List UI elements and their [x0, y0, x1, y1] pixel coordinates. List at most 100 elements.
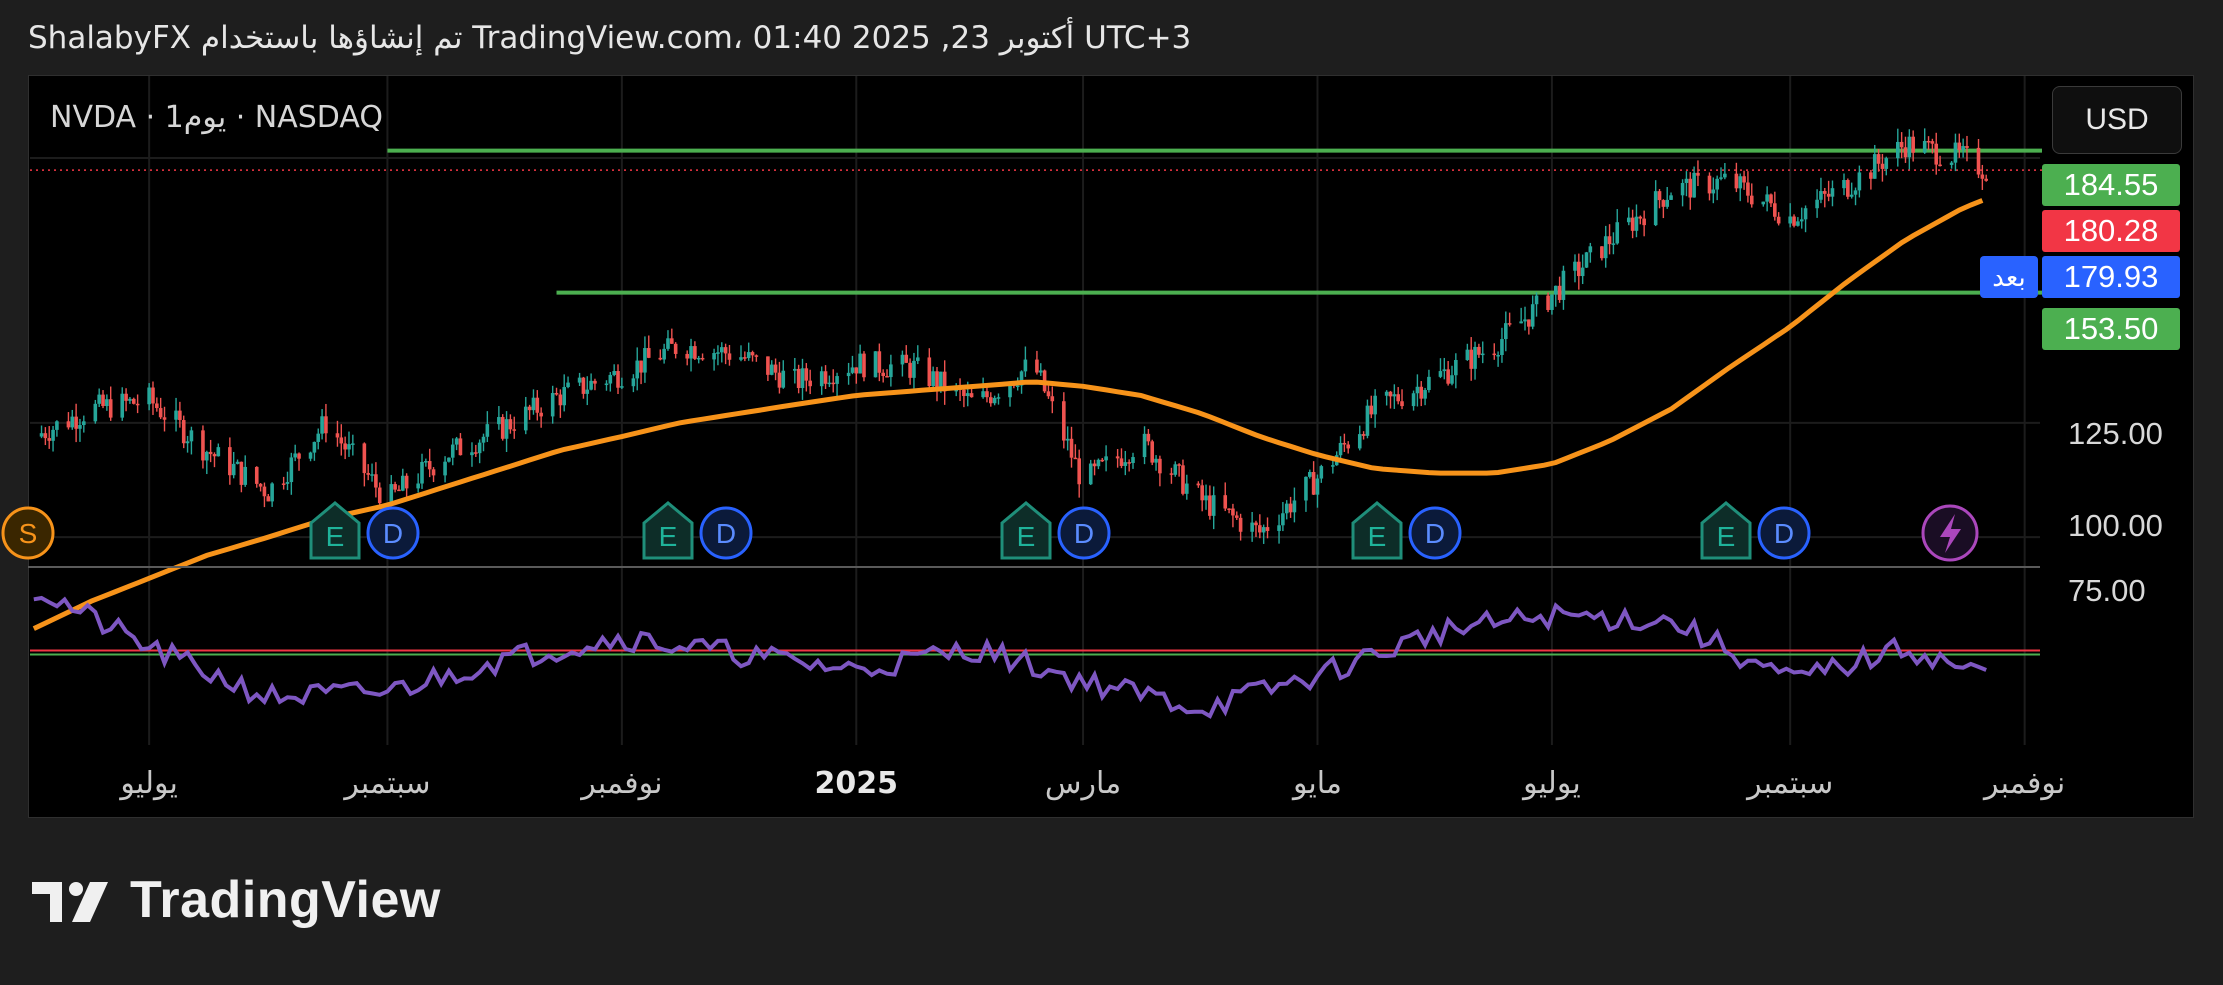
candle-body	[366, 473, 371, 475]
candle-body	[1069, 438, 1074, 458]
moving-average-line	[32, 198, 1984, 631]
currency-button[interactable]: USD	[2052, 86, 2182, 154]
candle-body	[1388, 391, 1393, 397]
brand-name: TradingView	[130, 871, 441, 929]
candle-body	[254, 466, 259, 484]
candle-body	[1077, 458, 1081, 485]
after-hours-badge: بعد	[1980, 256, 2038, 298]
horizontal-levels	[30, 148, 2042, 295]
candle-body	[1450, 375, 1454, 384]
candlestick-series	[39, 128, 1988, 544]
candle-body	[120, 393, 125, 418]
candle-body	[485, 424, 490, 437]
candle-body	[1799, 219, 1804, 222]
candle-body	[1261, 527, 1266, 533]
candle-body	[1638, 216, 1643, 219]
candle-body	[1150, 441, 1155, 463]
candle-body	[1846, 180, 1850, 197]
candle-body	[55, 421, 59, 430]
candle-body	[639, 360, 643, 373]
candle-body	[1342, 442, 1347, 445]
candle-body	[527, 406, 532, 411]
candle-body	[308, 452, 313, 459]
candle-body	[808, 380, 812, 387]
candle-body	[927, 357, 932, 387]
candle-body	[1146, 433, 1151, 442]
candle-body	[1692, 172, 1696, 198]
candle-body	[1561, 270, 1566, 300]
candle-body	[1234, 515, 1239, 518]
candle-body	[70, 416, 75, 428]
candle-body	[792, 368, 797, 371]
candle-body	[769, 364, 774, 375]
candle-body	[512, 429, 517, 431]
dividend-label: D	[1074, 518, 1094, 549]
candle-body	[1473, 346, 1477, 369]
candle-body	[1311, 472, 1316, 495]
candle-body	[1830, 188, 1835, 197]
candle-body	[1019, 371, 1024, 386]
candle-body	[800, 368, 805, 389]
candle-body	[1319, 466, 1324, 479]
candle-body	[1976, 147, 1981, 175]
candle-body	[1669, 195, 1673, 200]
candle-body	[1265, 527, 1270, 531]
candle-body	[1331, 465, 1335, 467]
candle-body	[228, 447, 232, 476]
candle-body	[128, 398, 132, 401]
candle-body	[1953, 142, 1958, 163]
candle-body	[1796, 221, 1800, 226]
candle-body	[1442, 369, 1447, 372]
candle-body	[1911, 136, 1915, 153]
candle-body	[1527, 319, 1531, 327]
symbol-info[interactable]: NVDA · 1يوم · NASDAQ	[50, 100, 383, 135]
candle-body	[881, 372, 885, 377]
candle-body	[1557, 285, 1562, 300]
candle-body	[243, 466, 248, 485]
candle-body	[1949, 162, 1954, 165]
candle-body	[969, 393, 974, 398]
earnings-label: E	[659, 521, 678, 552]
candle-body	[989, 397, 993, 404]
candle-body	[531, 397, 536, 411]
candle-body	[1046, 391, 1051, 397]
candle-body	[1131, 457, 1135, 464]
candle-body	[1361, 434, 1366, 436]
candle-body	[1926, 140, 1931, 143]
candle-body	[1607, 236, 1612, 245]
chart-attribution: ShalabyFX تم إنشاؤها باستخدام TradingVie…	[28, 20, 1192, 56]
candle-body	[262, 486, 267, 497]
candle-body	[1534, 295, 1539, 305]
candle-body	[181, 420, 186, 444]
candle-body	[351, 443, 355, 445]
candle-body	[424, 461, 428, 463]
candle-body	[831, 382, 836, 385]
candle-body	[1957, 142, 1962, 150]
candle-body	[1062, 401, 1066, 441]
candle-body	[1938, 164, 1942, 167]
candle-body	[431, 469, 436, 476]
earnings-label: E	[1368, 521, 1387, 552]
candle-body	[1573, 261, 1577, 271]
candle-body	[1169, 473, 1174, 475]
candle-body	[1588, 246, 1593, 253]
candle-body	[1400, 401, 1404, 407]
candle-body	[962, 389, 966, 397]
time-axis-label: مارس	[1045, 766, 1121, 801]
candle-body	[819, 371, 824, 387]
candle-body	[1231, 508, 1235, 516]
candle-body	[1896, 141, 1900, 159]
time-axis-label: سبتمبر	[342, 766, 430, 801]
candle-body	[1315, 478, 1320, 495]
candle-body	[1742, 176, 1746, 183]
candle-body	[1688, 178, 1693, 198]
candle-body	[1208, 495, 1212, 516]
candle-body	[777, 372, 782, 388]
candle-body	[939, 371, 943, 389]
candle-body	[404, 475, 409, 489]
candle-body	[1415, 386, 1420, 394]
candle-body	[339, 437, 344, 444]
